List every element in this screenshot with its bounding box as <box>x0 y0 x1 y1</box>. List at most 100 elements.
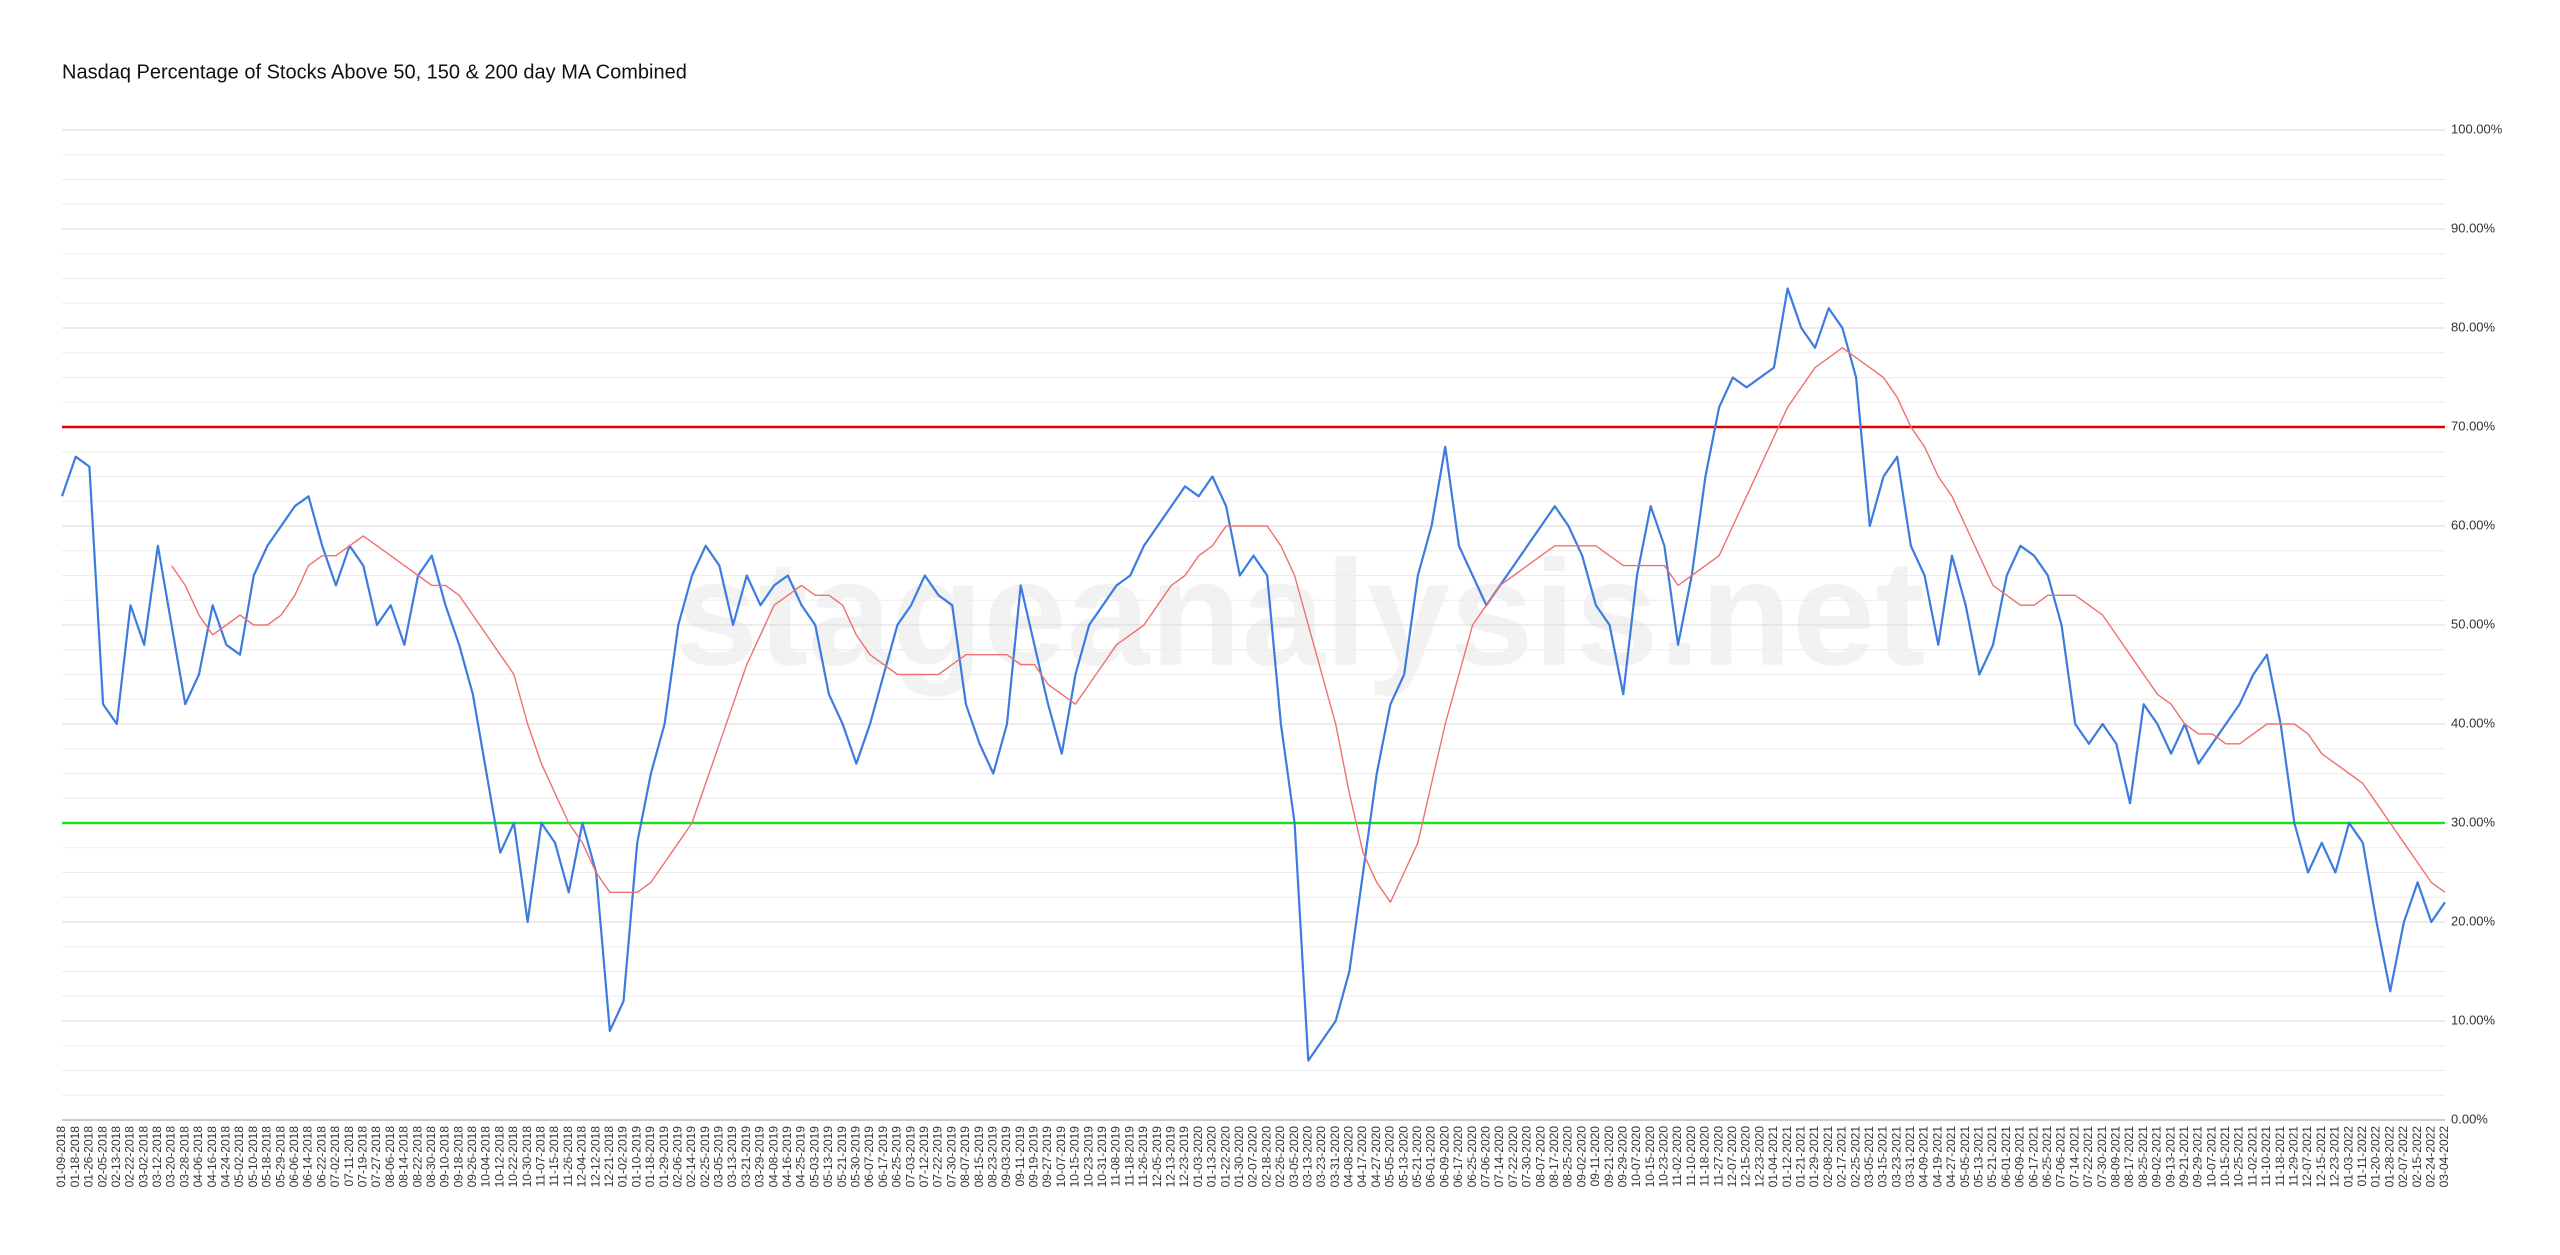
x-tick-label: 01-29-2019 <box>657 1126 671 1188</box>
x-tick-label: 01-13-2020 <box>1205 1126 1219 1188</box>
x-tick-label: 03-31-2020 <box>1328 1126 1342 1188</box>
x-tick-label: 03-31-2021 <box>1903 1126 1917 1188</box>
x-tick-label: 08-17-2021 <box>2122 1126 2136 1188</box>
x-tick-label: 07-06-2021 <box>2054 1126 2068 1188</box>
x-tick-label: 04-25-2019 <box>794 1126 808 1188</box>
x-tick-label: 11-10-2020 <box>1684 1126 1698 1187</box>
x-tick-label: 06-25-2020 <box>1465 1126 1479 1188</box>
x-tick-label: 09-27-2019 <box>1040 1126 1054 1188</box>
x-tick-label: 01-03-2020 <box>1191 1126 1205 1188</box>
x-tick-label: 05-13-2019 <box>821 1126 835 1188</box>
x-tick-label: 05-21-2019 <box>835 1126 849 1188</box>
x-tick-label: 07-14-2021 <box>2067 1126 2081 1188</box>
x-tick-label: 10-12-2018 <box>492 1126 506 1188</box>
x-tick-label: 02-17-2021 <box>1835 1126 1849 1188</box>
x-tick-label: 07-27-2018 <box>369 1126 383 1188</box>
x-tick-label: 09-11-2019 <box>1013 1126 1027 1187</box>
x-tick-label: 10-15-2020 <box>1643 1126 1657 1188</box>
x-tick-label: 01-03-2022 <box>2341 1126 2355 1188</box>
x-tick-label: 11-26-2019 <box>1136 1126 1150 1187</box>
x-tick-label: 05-02-2018 <box>232 1126 246 1188</box>
x-tick-label: 02-18-2020 <box>1259 1126 1273 1188</box>
x-tick-label: 03-12-2018 <box>150 1126 164 1188</box>
x-tick-label: 08-17-2020 <box>1547 1126 1561 1188</box>
watermark: stageanalysis.net <box>675 529 1926 697</box>
x-tick-label: 03-05-2020 <box>1287 1126 1301 1188</box>
x-tick-label: 03-13-2020 <box>1300 1126 1314 1188</box>
x-tick-label: 02-25-2021 <box>1848 1126 1862 1188</box>
x-tick-label: 07-30-2021 <box>2095 1126 2109 1188</box>
x-tick-label: 01-30-2020 <box>1232 1126 1246 1188</box>
x-tick-label: 03-29-2019 <box>753 1126 767 1188</box>
x-tick-label: 03-05-2021 <box>1862 1126 1876 1188</box>
x-tick-label: 09-11-2020 <box>1588 1126 1602 1187</box>
x-tick-label: 07-12-2019 <box>917 1126 931 1188</box>
x-tick-label: 07-06-2020 <box>1478 1126 1492 1188</box>
x-tick-label: 03-15-2021 <box>1876 1126 1890 1188</box>
x-tick-label: 08-22-2018 <box>410 1126 424 1188</box>
x-tick-label: 04-09-2021 <box>1917 1126 1931 1188</box>
x-tick-label: 01-21-2021 <box>1793 1126 1807 1188</box>
x-tick-label: 06-17-2019 <box>876 1126 890 1188</box>
x-tick-label: 09-29-2021 <box>2191 1126 2205 1188</box>
x-tick-label: 11-29-2021 <box>2287 1126 2301 1187</box>
x-tick-label: 03-04-2022 <box>2437 1126 2451 1188</box>
x-tick-label: 01-18-2018 <box>68 1126 82 1188</box>
x-tick-label: 09-29-2020 <box>1615 1126 1629 1188</box>
x-tick-label: 09-02-2020 <box>1574 1126 1588 1188</box>
x-tick-label: 10-30-2018 <box>520 1126 534 1188</box>
x-tick-label: 02-07-2022 <box>2396 1126 2410 1188</box>
y-tick-label: 40.00% <box>2451 715 2496 730</box>
x-tick-label: 12-23-2021 <box>2328 1126 2342 1188</box>
x-tick-label: 02-15-2022 <box>2410 1126 2424 1188</box>
x-tick-label: 01-02-2019 <box>616 1126 630 1188</box>
x-tick-label: 09-10-2018 <box>438 1126 452 1188</box>
x-tick-label: 11-15-2018 <box>547 1126 561 1187</box>
x-tick-label: 12-23-2020 <box>1752 1126 1766 1188</box>
x-tick-label: 10-22-2018 <box>506 1126 520 1188</box>
x-tick-label: 12-13-2019 <box>1163 1126 1177 1188</box>
x-tick-label: 06-17-2021 <box>2026 1126 2040 1188</box>
x-tick-label: 05-21-2020 <box>1410 1126 1424 1188</box>
x-tick-label: 10-23-2019 <box>1081 1126 1095 1188</box>
x-tick-label: 07-03-2019 <box>903 1126 917 1188</box>
y-tick-label: 10.00% <box>2451 1012 2496 1027</box>
x-tick-label: 10-07-2021 <box>2204 1126 2218 1188</box>
x-tick-label: 06-01-2020 <box>1424 1126 1438 1188</box>
x-tick-label: 02-14-2019 <box>684 1126 698 1188</box>
x-tick-label: 12-04-2018 <box>575 1126 589 1188</box>
x-tick-label: 01-09-2018 <box>54 1126 68 1188</box>
x-tick-label: 10-07-2019 <box>1054 1126 1068 1188</box>
x-tick-label: 04-08-2020 <box>1342 1126 1356 1188</box>
x-tick-label: 05-18-2018 <box>260 1126 274 1188</box>
x-tick-label: 04-16-2018 <box>205 1126 219 1188</box>
x-tick-label: 11-27-2020 <box>1711 1126 1725 1187</box>
x-tick-label: 05-05-2021 <box>1958 1126 1972 1188</box>
x-tick-label: 01-20-2022 <box>2369 1126 2383 1188</box>
series-line <box>170 347 2446 903</box>
x-tick-label: 04-27-2020 <box>1369 1126 1383 1188</box>
x-tick-label: 09-19-2019 <box>1027 1126 1041 1188</box>
x-tick-label: 07-22-2020 <box>1506 1126 1520 1188</box>
x-tick-label: 03-28-2018 <box>177 1126 191 1188</box>
x-tick-label: 05-05-2020 <box>1383 1126 1397 1188</box>
x-tick-label: 08-25-2020 <box>1561 1126 1575 1188</box>
x-tick-label: 08-14-2018 <box>397 1126 411 1188</box>
x-tick-label: 02-06-2019 <box>670 1126 684 1188</box>
x-tick-label: 01-26-2018 <box>82 1126 96 1188</box>
x-tick-label: 11-26-2018 <box>561 1126 575 1187</box>
x-tick-label: 01-04-2021 <box>1766 1126 1780 1188</box>
x-tick-label: 06-07-2019 <box>862 1126 876 1188</box>
x-tick-label: 07-11-2018 <box>342 1126 356 1187</box>
y-tick-label: 70.00% <box>2451 418 2496 433</box>
x-tick-label: 06-06-2018 <box>287 1126 301 1188</box>
x-tick-label: 11-07-2018 <box>534 1126 548 1187</box>
x-tick-label: 02-05-2018 <box>95 1126 109 1188</box>
x-tick-label: 07-22-2019 <box>931 1126 945 1188</box>
series-line <box>60 287 2446 1062</box>
x-tick-label: 12-05-2019 <box>1150 1126 1164 1188</box>
x-tick-label: 08-07-2019 <box>958 1126 972 1188</box>
x-tick-label: 06-01-2021 <box>1999 1126 2013 1188</box>
x-tick-label: 11-10-2021 <box>2259 1126 2273 1187</box>
